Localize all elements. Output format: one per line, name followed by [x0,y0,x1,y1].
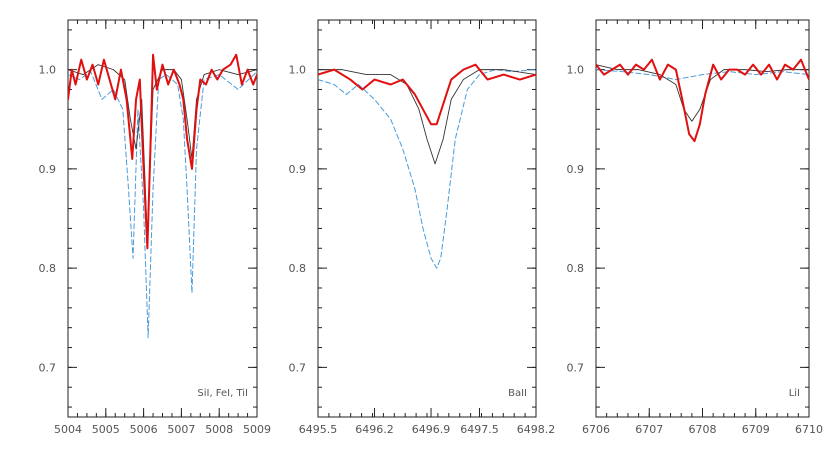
x-tick-label: 6708 [689,423,717,436]
y-tick-label: 0.7 [567,361,585,374]
x-tick-label: 6710 [795,423,823,436]
x-tick-label: 5008 [205,423,233,436]
series-dashed-line [68,71,257,339]
panel-3: 6706 6707 6708 6709 6710 0.7 0.8 0.9 1.0 LiI [567,19,823,436]
x-tick-label: 6709 [742,423,770,436]
y-tick-label: 0.9 [39,163,57,176]
x-tick-label: 5009 [243,423,271,436]
series-thick-line [68,53,257,250]
x-tick-label: 6706 [582,423,610,436]
y-tick-label: 1.0 [567,64,585,77]
x-tick-label: 5005 [92,423,120,436]
x-tick-label: 5006 [130,423,158,436]
series-thick-line [318,63,536,126]
x-tick-label: 6497.5 [460,423,499,436]
y-tick-label: 1.0 [289,64,307,77]
x-tick-label: 6495.5 [299,423,338,436]
y-tick-label: 0.8 [567,262,585,275]
series-thick-line [596,58,809,143]
y-tick-label: 0.9 [567,163,585,176]
panel-label: LiI [789,388,800,399]
y-tick-label: 0.9 [289,163,307,176]
x-tick-label: 6707 [635,423,663,436]
x-tick-label: 6496.9 [412,423,451,436]
series-thin-line [68,64,257,239]
y-tick-label: 1.0 [39,64,57,77]
y-tick-label: 0.8 [39,262,57,275]
panel-label: BaII [508,388,527,399]
x-tick-label: 5004 [54,423,82,436]
x-tick-label: 6498.2 [517,423,556,436]
series-thin-line [318,69,536,165]
y-tick-label: 0.7 [39,361,57,374]
panel-label: SiI, FeI, TiI [197,388,248,399]
x-tick-label: 6496.2 [355,423,394,436]
y-tick-label: 0.7 [289,361,307,374]
y-tick-label: 0.8 [289,262,307,275]
x-tick-label: 5007 [167,423,195,436]
panel-2: 6495.5 6496.2 6496.9 6497.5 6498.2 0.7 0.8 0.9 1… [289,19,556,436]
series-dashed-line [318,69,536,269]
panel-1: 5004 5005 5006 5007 5008 5009 0.7 0.8 0.9 1.0 SiI,… [39,19,271,436]
